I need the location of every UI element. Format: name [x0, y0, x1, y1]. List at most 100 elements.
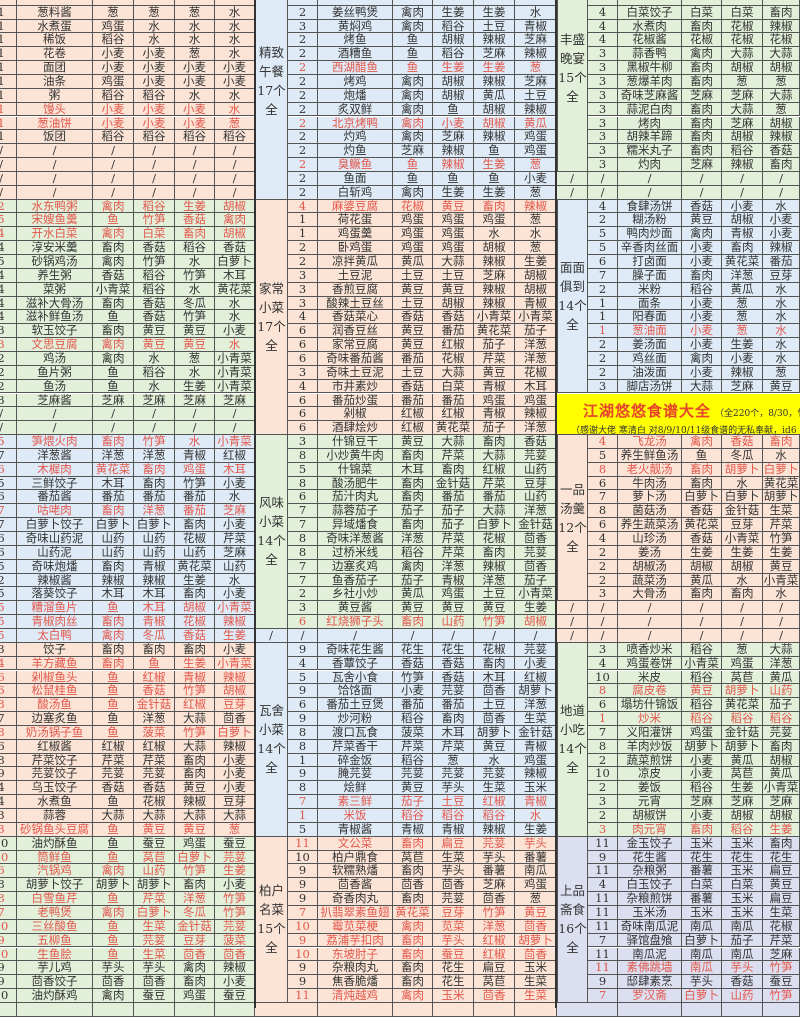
ingredient-cell: 鱼: [134, 656, 175, 670]
dish-name-cell: 酒肆烩炒: [318, 421, 393, 435]
dish-name-cell: 杂粮煎饼: [618, 892, 682, 905]
ingredient-cell: 芝麻: [682, 795, 722, 808]
ingredient-cell: 小麦: [134, 47, 175, 61]
recipe-row: 2 炮燔 禽肉 胡椒 黄瓜 土豆: [255, 88, 557, 103]
ingredient-cell: 畜肉: [474, 435, 515, 448]
ingredient-cell: 金针菇: [515, 725, 557, 739]
ingredient-cell: /: [175, 421, 215, 435]
ingredient-cell: 芝麻: [682, 158, 722, 171]
ingredient-cell: 鸡蛋: [433, 227, 474, 241]
recipe-row: 4 水煮肉 畜肉 花椒 辣椒: [557, 19, 800, 34]
dish-name-cell: 筒鲜鱼: [17, 850, 93, 864]
ingredient-cell: 生姜: [474, 61, 515, 74]
ingredient-cell: 玉米: [722, 864, 763, 878]
recipe-row: 8酸汤鱼鱼金针菇红椒豆芽: [0, 698, 255, 713]
ingredient-cell: 菠菜: [134, 725, 175, 739]
recipe-row: 3 酸辣土豆丝 土豆 胡椒 辣椒 青椒: [255, 296, 557, 311]
recipe-row: 6 塌坊什锦饭 稻谷 黄花菜 茄子: [557, 698, 800, 713]
level-cell: 3: [0, 338, 17, 351]
level-cell: 2: [588, 781, 618, 795]
dish-name-cell: 软糯熟燔: [318, 864, 393, 878]
ingredient-cell: /: [134, 407, 175, 421]
ingredient-cell: 木耳: [134, 587, 175, 601]
dish-name-cell: 喷香炒米: [618, 642, 682, 656]
ingredient-cell: 畜肉: [93, 656, 134, 670]
ingredient-cell: 葱: [515, 241, 557, 254]
ingredient-cell: [93, 0, 134, 5]
ingredient-cell: 白萝卜: [93, 518, 134, 531]
ingredient-cell: 黄豆: [175, 822, 215, 836]
ingredient-cell: 畜肉: [763, 739, 800, 753]
ingredient-cell: 黄豆: [763, 379, 800, 393]
level-cell: 9: [0, 975, 17, 989]
ingredient-cell: 竹笋: [175, 684, 215, 698]
ingredient-cell: 大蒜: [215, 809, 255, 822]
ingredient-cell: 生姜: [722, 781, 763, 795]
ingredient-cell: 茴香: [515, 532, 557, 545]
dish-name-cell: 三鲜饺子: [17, 476, 93, 490]
ingredient-cell: 黄豆: [175, 324, 215, 338]
dish-name-cell: 西湖醋鱼: [318, 61, 393, 74]
ingredient-cell: 胡椒: [722, 61, 763, 74]
recipe-row: 1花卷小麦小麦葱水: [0, 47, 255, 62]
ingredient-cell: /: [763, 185, 800, 199]
recipe-row: 2 米粉 稻谷 黄瓜水: [557, 282, 800, 297]
level-cell: 11: [588, 961, 618, 975]
level-cell: 10: [288, 850, 318, 864]
recipe-row: 4滋补鲜鱼汤鱼香菇竹笋水: [0, 310, 255, 325]
ingredient-cell: 青椒: [515, 296, 557, 310]
recipe-row: 3 蒜泥白肉 畜肉 大蒜葱: [557, 102, 800, 117]
ingredient-cell: 芝麻: [474, 47, 515, 61]
ingredient-cell: 芹菜: [433, 532, 474, 545]
ingredient-cell: 水: [763, 199, 800, 213]
ingredient-cell: 禽肉: [93, 864, 134, 878]
level-cell: 5: [0, 559, 17, 573]
ingredient-cell: 葱: [175, 5, 215, 19]
category-label: 地道小吃14个全: [557, 642, 588, 837]
recipe-row: 1 阳春面 小麦葱水: [557, 310, 800, 325]
ingredient-cell: [763, 0, 800, 5]
ingredient-cell: 稻谷: [682, 282, 722, 296]
recipe-row: 3 奇味芝麻酱 芝麻 芝麻 大蒜: [557, 88, 800, 103]
ingredient-cell: 香菇: [433, 656, 474, 670]
ingredient-cell: 胡椒: [515, 268, 557, 282]
ingredient-cell: 土豆: [474, 698, 515, 712]
ingredient-cell: 竹笋: [134, 435, 175, 448]
ingredient-cell: 竹笋: [175, 864, 215, 878]
recipe-row: 1 碎金饭 稻谷葱水鸡蛋: [255, 753, 557, 768]
level-cell: 4: [588, 33, 618, 47]
ingredient-cell: 稻谷: [175, 130, 215, 144]
ingredient-cell: /: [515, 628, 557, 642]
category-label: 一品汤羹12个全: [557, 435, 588, 602]
ingredient-cell: 生姜: [722, 338, 763, 351]
ingredient-cell: 辣椒: [474, 559, 515, 573]
ingredient-cell: 胡椒: [515, 615, 557, 628]
ingredient-cell: 黄豆: [175, 781, 215, 795]
level-cell: 6: [288, 324, 318, 338]
level-cell: 8: [288, 532, 318, 545]
ingredient-cell: 花椒: [393, 199, 433, 213]
recipe-row: 2鱼汤鱼水生姜小青菜: [0, 379, 255, 394]
ingredient-cell: 水: [763, 296, 800, 310]
ingredient-cell: 白萝卜: [134, 905, 175, 919]
recipe-row: 10生鱼脍鱼生菜茴香茴香: [0, 947, 255, 962]
level-cell: 9: [288, 975, 318, 989]
ingredient-cell: 禽肉: [393, 559, 433, 573]
dish-name-cell: 番茄炒蛋: [318, 393, 393, 407]
ingredient-cell: 稻谷: [682, 781, 722, 795]
recipe-row: 9五柳鱼鱼芫荽豆芽菠菜: [0, 933, 255, 948]
ingredient-cell: 辣椒: [763, 241, 800, 254]
dish-name-cell: 凉皮: [618, 767, 682, 781]
ingredient-cell: 胡萝卜: [134, 878, 175, 892]
dish-name-cell: 油灼酥鸡: [17, 989, 93, 1002]
recipe-row: 3 葱爆羊肉 畜肉葱葱: [557, 74, 800, 89]
level-cell: 4: [588, 878, 618, 892]
ingredient-cell: /: [134, 171, 175, 185]
ingredient-cell: 禽肉: [93, 351, 134, 365]
ingredient-cell: /: [93, 421, 134, 435]
dish-name-cell: 汽锅鸡: [17, 864, 93, 878]
category-label-text: 风味小菜14个全: [257, 495, 286, 568]
dish-name-cell: [618, 0, 682, 5]
level-cell: 8: [588, 684, 618, 698]
ingredient-cell: 鱼: [93, 850, 134, 864]
